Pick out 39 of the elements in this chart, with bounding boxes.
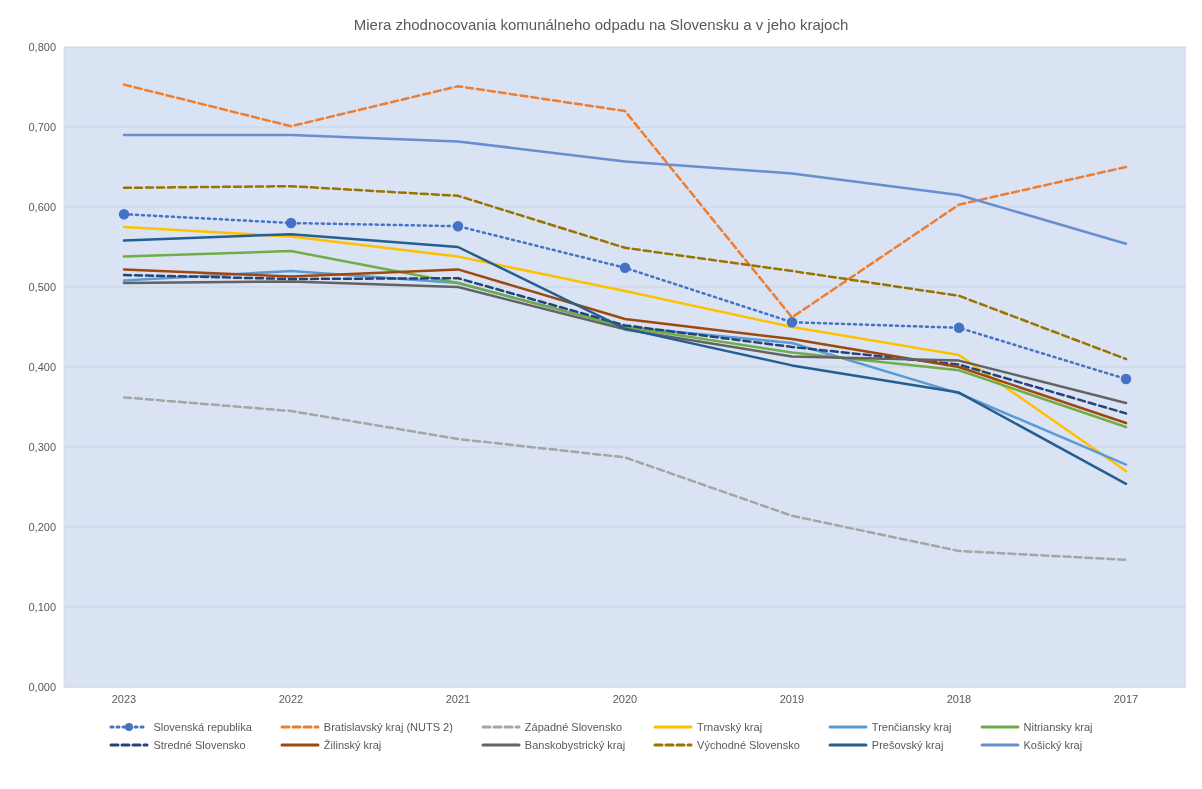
point xyxy=(1120,373,1132,385)
x-tick-label: 2021 xyxy=(445,692,471,705)
legend-label: Trenčiansky kraj xyxy=(871,721,952,733)
x-tick-label: 2019 xyxy=(779,692,805,705)
legend-label: Žilinský kraj xyxy=(323,739,382,751)
legend-label: Stredné Slovensko xyxy=(153,739,246,751)
y-tick-label: 0,700 xyxy=(28,120,56,133)
y-tick-label: 0,400 xyxy=(28,360,56,373)
point xyxy=(285,217,297,229)
point xyxy=(118,208,130,220)
legend-label: Košický kraj xyxy=(1023,739,1083,751)
line-series xyxy=(122,184,1128,361)
legend-label: Nitriansky kraj xyxy=(1023,721,1093,733)
x-tick-label: 2022 xyxy=(278,692,304,705)
y-tick-label: 0,000 xyxy=(28,680,56,693)
point xyxy=(619,262,631,274)
y-tick-label: 0,100 xyxy=(28,600,56,613)
legend-label: Východné Slovensko xyxy=(697,739,800,751)
legend-label: Banskobystrický kraj xyxy=(524,739,626,751)
y-tick-label: 0,300 xyxy=(28,440,56,453)
x-tick-label: 2017 xyxy=(1113,692,1139,705)
x-tick-label: 2018 xyxy=(946,692,972,705)
legend-label: Bratislavský kraj (NUTS 2) xyxy=(323,721,453,733)
chart-title: Miera zhodnocovania komunálneho odpadu na Slovensku a v jeho krajoch xyxy=(352,15,850,35)
y-tick-label: 0,600 xyxy=(28,200,56,213)
legend-label: Slovenská republika xyxy=(153,721,252,733)
legend-label: Trnavský kraj xyxy=(697,721,763,733)
legend-label: Západné Slovensko xyxy=(524,721,623,733)
line-series xyxy=(122,133,1128,246)
y-tick-label: 0,800 xyxy=(28,40,56,53)
x-tick-label: 2023 xyxy=(111,692,137,705)
legend-label: Prešovský kraj xyxy=(871,739,944,751)
line-series xyxy=(122,396,1128,562)
point xyxy=(452,220,464,232)
point xyxy=(953,322,965,334)
y-tick-label: 0,500 xyxy=(28,280,56,293)
x-tick-label: 2020 xyxy=(612,692,638,705)
y-tick-label: 0,200 xyxy=(28,520,56,533)
point xyxy=(786,316,798,328)
